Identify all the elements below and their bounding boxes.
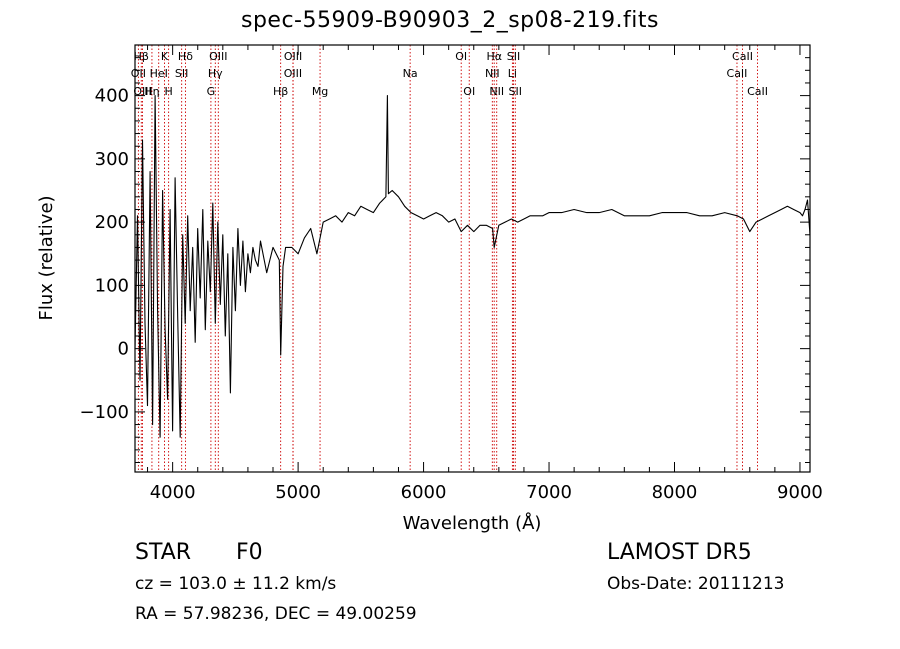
y-tick-label: 100 (95, 275, 129, 296)
line-label: NII (485, 67, 500, 80)
x-tick-label: 7000 (526, 482, 572, 503)
x-tick-label: 8000 (652, 482, 698, 503)
y-tick-label: 0 (118, 339, 129, 360)
line-label: OII (131, 67, 146, 80)
line-label: G (207, 85, 216, 98)
x-tick-label: 5000 (275, 482, 321, 503)
chart-title: spec-55909-B90903_2_sp08-219.fits (241, 8, 659, 33)
y-axis-label: Flux (relative) (36, 195, 57, 320)
line-label: CaII (732, 50, 753, 63)
line-label: OI (455, 50, 467, 63)
line-label: CaII (747, 85, 768, 98)
line-label: Hβ (134, 50, 149, 63)
survey-name: LAMOST DR5 (607, 540, 752, 565)
line-label: OIII (133, 85, 151, 98)
line-labels: Hβ K Hδ OIII OIII OI Hα SII CaII OII HeI SII Hγ OIII N… (131, 50, 768, 98)
line-label: OI (463, 85, 475, 98)
line-label: K (161, 50, 169, 63)
object-class: STAR (135, 540, 192, 565)
y-tick-label: 300 (95, 149, 129, 170)
spectrum-line (134, 95, 811, 438)
plot-frame (134, 44, 811, 473)
line-label: SII (509, 85, 522, 98)
x-axis-label: Wavelength (Å) (403, 512, 542, 534)
line-label: Hη (144, 85, 159, 98)
line-label: OIII (284, 67, 302, 80)
line-label: Hδ (178, 50, 193, 63)
line-label: OIII (209, 50, 227, 63)
axis-ticks (135, 45, 810, 472)
object-subclass: F0 (236, 540, 263, 565)
line-label: NII (489, 85, 504, 98)
redshift-cz: cz = 103.0 ± 11.2 km/s (135, 574, 337, 594)
line-label: Hγ (208, 67, 223, 80)
line-label: Mg (312, 85, 328, 98)
line-label: Hα (486, 50, 502, 63)
line-label: OIII (284, 50, 302, 63)
line-label: HeI (150, 67, 168, 80)
line-marker-group (137, 45, 759, 472)
x-tick-label: 4000 (150, 482, 196, 503)
line-label: Na (403, 67, 418, 80)
spectrum-line-group (134, 95, 811, 438)
line-label: SII (507, 50, 520, 63)
x-tick-label: 9000 (777, 482, 823, 503)
line-label: CaII (727, 67, 748, 80)
y-tick-label: −100 (80, 402, 129, 423)
x-tick-label: 6000 (401, 482, 447, 503)
observation-date: Obs-Date: 20111213 (607, 574, 785, 594)
line-label: Li (508, 67, 517, 80)
sky-coordinates: RA = 57.98236, DEC = 49.00259 (135, 604, 417, 624)
line-label: H (164, 85, 172, 98)
line-label: Hβ (273, 85, 288, 98)
tick-labels: 4000 5000 6000 7000 8000 9000 −100 0 100 200 300 40… (80, 86, 823, 503)
y-tick-label: 200 (95, 212, 129, 233)
line-label: SII (175, 67, 188, 80)
y-tick-label: 400 (95, 86, 129, 107)
